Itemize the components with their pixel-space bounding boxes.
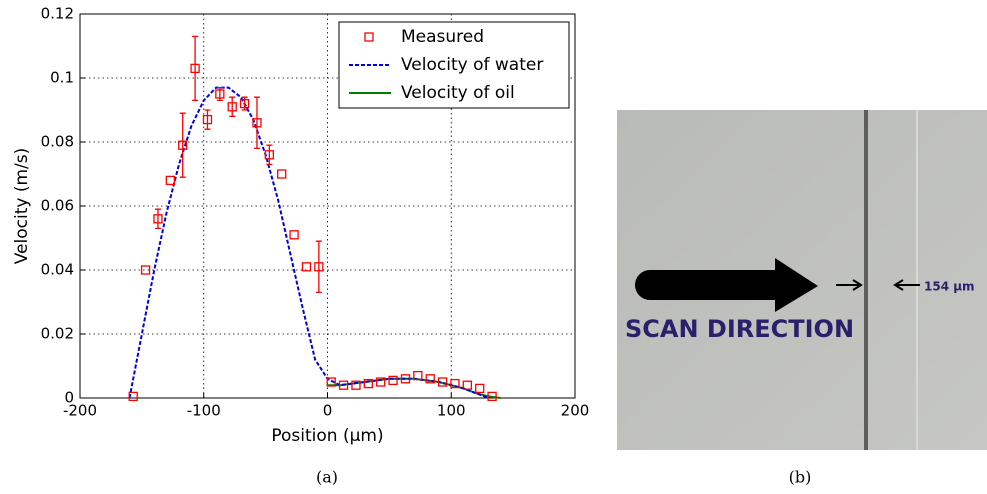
channel-wall: [916, 110, 918, 450]
measure-arrow: [836, 279, 863, 291]
marker: [190, 63, 200, 74]
measure-label: 154 µm: [924, 280, 975, 294]
x-axis-label: Position (µm): [271, 426, 383, 446]
marker: [376, 377, 386, 387]
plot-frame: [79, 13, 576, 399]
marker: [239, 98, 250, 109]
scan-arrow: [635, 258, 818, 312]
y-tick-label: 0.08: [41, 133, 74, 151]
error-bar: [266, 144, 273, 166]
line: [128, 86, 489, 399]
error-bar: [204, 109, 211, 130]
marker: [462, 380, 472, 390]
marker: [475, 383, 485, 394]
error-bar: [253, 96, 260, 150]
marker: [450, 378, 460, 389]
y-tick-label: 0: [64, 389, 74, 407]
error-bar: [315, 240, 322, 294]
scan-label: SCAN DIRECTION: [625, 315, 854, 343]
channel-wall: [864, 110, 868, 450]
marker: [400, 374, 411, 384]
marker: [425, 374, 435, 384]
legend-label: Velocity of oil: [401, 83, 515, 103]
marker: [202, 114, 213, 125]
photo: 154 µm SCAN DIRECTION: [617, 110, 987, 450]
x-tick-label: -200: [63, 402, 97, 420]
marker: [487, 391, 497, 402]
marker: [277, 169, 287, 179]
legend-label: Velocity of water: [401, 55, 543, 75]
marker: [178, 140, 188, 150]
y-tick-label: 0.04: [41, 261, 74, 279]
marker: [227, 102, 237, 112]
marker: [351, 380, 361, 390]
x-tick-label: 0: [323, 402, 333, 420]
marker: [165, 175, 175, 186]
error-bar: [192, 35, 199, 102]
marker: [215, 89, 225, 99]
legend-marker: [364, 32, 374, 42]
marker: [264, 150, 274, 160]
y-axis-label: Velocity (m/s): [12, 148, 32, 265]
y-tick-label: 0.06: [41, 197, 74, 215]
caption: (b): [789, 468, 812, 487]
x-tick-label: -100: [187, 402, 221, 420]
marker: [128, 391, 138, 402]
error-bar: [229, 96, 236, 118]
marker: [413, 370, 423, 381]
y-tick-label: 0.1: [50, 69, 74, 87]
marker: [388, 375, 398, 386]
y-tick-label: 0.12: [41, 5, 74, 23]
y-tick-label: 0.02: [41, 325, 74, 343]
error-bar: [154, 208, 161, 230]
marker: [437, 377, 448, 387]
marker: [252, 118, 262, 128]
x-tick-label: 100: [437, 402, 466, 420]
marker: [363, 378, 373, 389]
measure-arrow: [893, 279, 920, 291]
marker: [140, 265, 151, 275]
marker: [301, 262, 312, 272]
error-bar: [179, 112, 186, 178]
marker: [289, 230, 299, 240]
caption: (a): [316, 468, 338, 487]
marker: [338, 380, 349, 390]
legend-label: Measured: [401, 27, 484, 47]
marker: [326, 377, 336, 387]
x-tick-label: 200: [561, 402, 590, 420]
marker: [314, 262, 324, 272]
marker: [153, 214, 163, 224]
